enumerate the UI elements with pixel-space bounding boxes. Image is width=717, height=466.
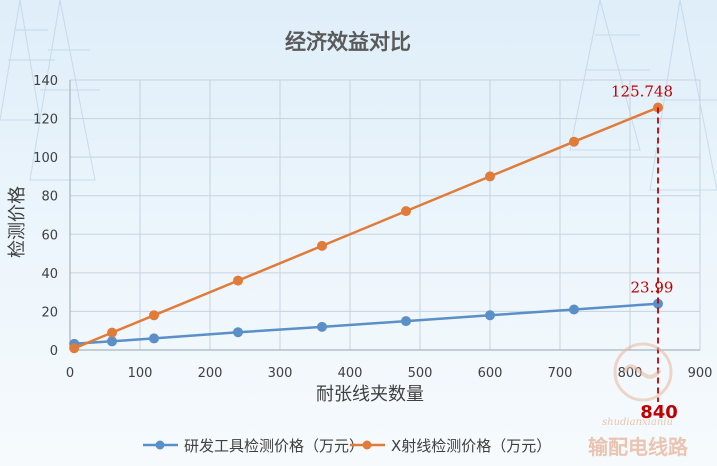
legend-label-series-2: X射线检测价格（万元） — [391, 437, 551, 455]
data-point — [107, 327, 117, 338]
legend-label-series-1: 研发工具检测价格（万元） — [184, 437, 364, 455]
watermark: shudianxianlu 输配电线路 — [588, 342, 689, 459]
y-tick-label: 140 — [33, 74, 58, 89]
legend: 研发工具检测价格（万元） X射线检测价格（万元） — [143, 437, 551, 455]
chart-title: 经济效益对比 — [285, 30, 411, 54]
x-tick-label: 100 — [128, 366, 153, 381]
watermark-chinese: 输配电线路 — [588, 435, 689, 459]
x-tick-labels: 0 100 200 300 400 500 600 700 800 900 — [66, 366, 713, 381]
legend-marker-series-1 — [155, 440, 165, 450]
orange-max-label: 125.748 — [611, 82, 673, 100]
x-tick-label: 0 — [66, 366, 74, 381]
data-point — [233, 275, 243, 286]
y-tick-label: 120 — [33, 113, 58, 128]
x-axis-title: 耐张线夹数量 — [316, 384, 424, 405]
x-tick-label: 900 — [688, 366, 713, 381]
annotations: 125.748 23.99 840 — [611, 82, 678, 423]
data-point — [69, 343, 80, 354]
axes — [69, 80, 700, 351]
series-2 — [69, 102, 663, 354]
x-tick-label: 200 — [198, 366, 223, 381]
data-point — [653, 298, 663, 309]
data-point — [569, 136, 579, 147]
y-axis-title: 检测价格 — [7, 186, 28, 258]
data-point — [149, 310, 159, 321]
background-decoration — [0, 0, 717, 191]
watermark-logo-icon — [613, 342, 673, 402]
y-tick-labels: 0 20 40 60 80 100 120 140 — [33, 74, 58, 359]
y-tick-label: 100 — [33, 151, 58, 166]
x-tick-label: 600 — [478, 366, 503, 381]
data-point — [149, 333, 159, 344]
data-point — [401, 206, 411, 217]
data-point — [317, 321, 327, 332]
grid-lines — [69, 79, 701, 351]
y-tick-label: 0 — [50, 344, 58, 359]
data-point — [233, 327, 243, 338]
x-tick-label: 300 — [268, 366, 293, 381]
data-point — [569, 304, 579, 315]
data-point — [401, 316, 411, 327]
y-tick-label: 80 — [41, 190, 58, 205]
x-tick-label: 500 — [408, 366, 433, 381]
data-point — [485, 171, 495, 182]
y-tick-label: 20 — [41, 305, 58, 320]
data-point — [485, 310, 495, 321]
series — [69, 102, 663, 354]
legend-marker-series-2 — [362, 440, 372, 450]
x-tick-label: 400 — [338, 366, 363, 381]
series-1 — [69, 298, 663, 349]
data-point — [317, 240, 327, 251]
y-tick-label: 40 — [41, 267, 58, 282]
watermark-pinyin: shudianxianlu — [602, 417, 673, 428]
y-tick-label: 60 — [41, 228, 58, 243]
blue-max-label: 23.99 — [631, 279, 674, 297]
x-marker-label: 840 — [640, 402, 678, 423]
x-tick-label: 700 — [548, 366, 573, 381]
data-point — [107, 336, 117, 347]
